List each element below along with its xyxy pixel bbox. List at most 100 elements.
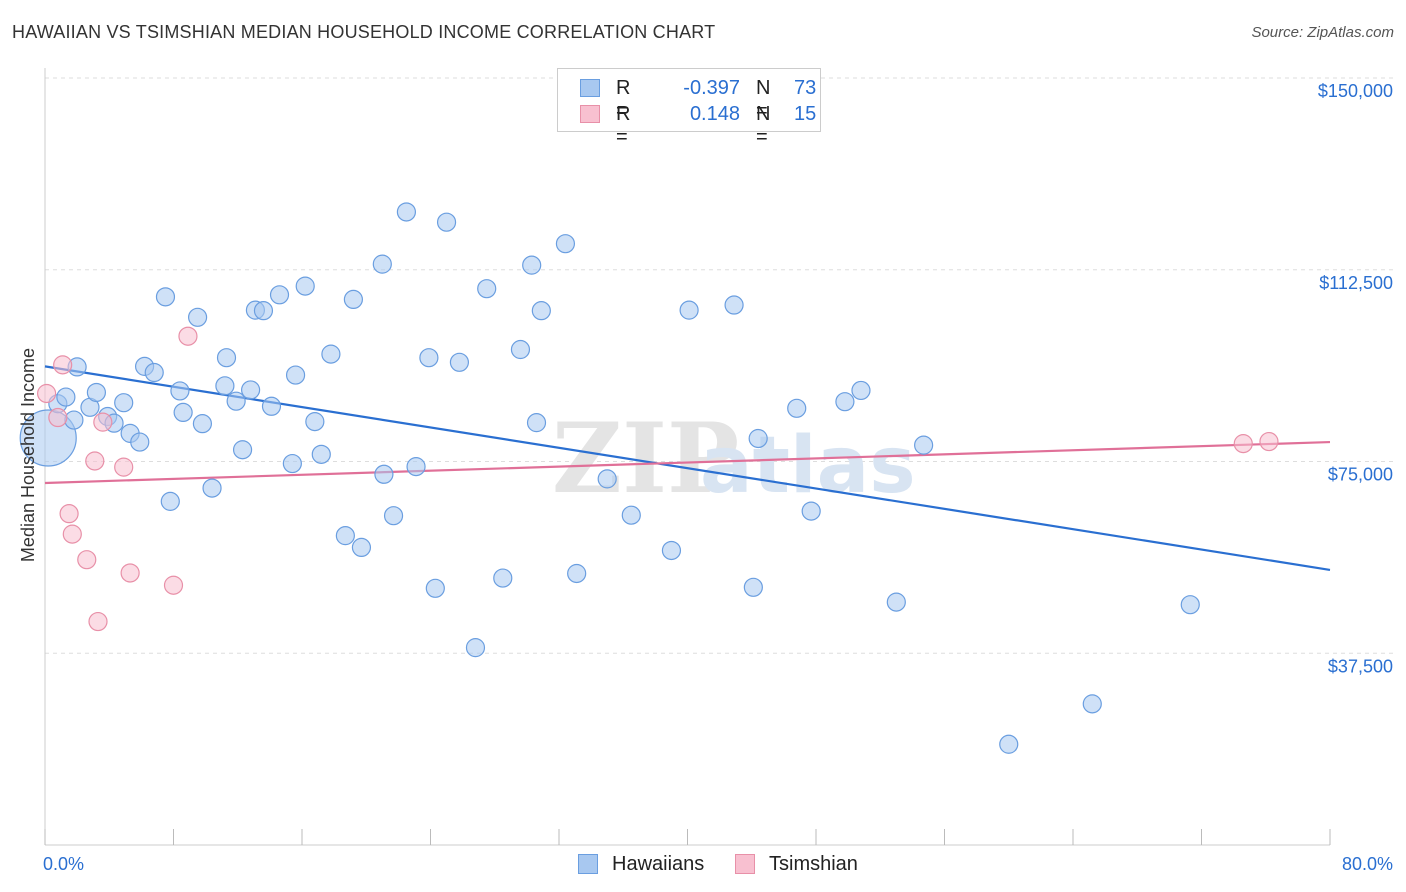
source-credit: Source: ZipAtlas.com <box>1251 24 1394 41</box>
data-point-tsimshian <box>114 457 134 477</box>
data-point-hawaiians <box>449 352 470 372</box>
series-label-hawaiians: Hawaiians <box>612 853 705 875</box>
legend-swatch-tsimshian <box>580 105 600 123</box>
data-point-hawaiians <box>1082 694 1102 714</box>
correlation-legend: R = -0.397 N = 73 R = 0.148 N = 15 <box>557 68 821 148</box>
data-point-hawaiians <box>170 381 190 401</box>
data-point-hawaiians <box>914 435 934 455</box>
legend-n-label: N = <box>756 77 771 122</box>
data-point-tsimshian <box>120 563 140 583</box>
y-tick-label: $112,500 <box>1319 273 1393 293</box>
data-point-hawaiians <box>86 382 107 403</box>
data-point-hawaiians <box>144 362 164 383</box>
data-point-hawaiians <box>383 506 404 526</box>
data-point-hawaiians <box>522 255 542 275</box>
gridlines <box>45 77 1395 654</box>
data-point-hawaiians <box>215 376 235 396</box>
data-point-hawaiians <box>567 563 587 584</box>
data-point-hawaiians <box>253 301 274 321</box>
data-point-hawaiians <box>56 387 76 407</box>
data-point-hawaiians <box>321 344 341 364</box>
data-point-hawaiians <box>743 577 763 597</box>
data-point-tsimshian <box>77 550 97 570</box>
chart-title: HAWAIIAN VS TSIMSHIAN MEDIAN HOUSEHOLD I… <box>12 22 716 42</box>
legend-r-value: -0.397 <box>683 77 740 99</box>
data-point-hawaiians <box>510 339 531 360</box>
data-point-hawaiians <box>835 392 855 412</box>
data-point-tsimshian <box>62 524 82 544</box>
trend-line-hawaiians <box>44 365 1331 571</box>
data-point-hawaiians <box>661 540 682 561</box>
data-point-hawaiians <box>130 432 150 452</box>
legend-n-value: 73 <box>794 77 817 99</box>
data-point-hawaiians <box>295 276 315 296</box>
data-point-tsimshian <box>59 504 79 524</box>
data-point-hawaiians <box>801 501 821 521</box>
data-point-hawaiians <box>311 444 331 464</box>
legend-r-label: R = <box>616 77 631 122</box>
trend-lines <box>44 365 1331 571</box>
legend-swatch-hawaiians <box>580 79 600 97</box>
data-point-tsimshian <box>93 412 113 432</box>
data-point-hawaiians <box>526 413 547 433</box>
data-point-hawaiians <box>851 380 871 401</box>
data-point-hawaiians <box>155 287 176 307</box>
data-point-hawaiians <box>372 254 392 274</box>
watermark: ZIP atlas <box>552 402 916 515</box>
data-point-hawaiians <box>335 526 355 546</box>
data-point-hawaiians <box>241 380 261 400</box>
legend-n-value: 15 <box>794 103 817 125</box>
data-point-hawaiians <box>465 638 486 658</box>
data-point-hawaiians <box>493 568 513 588</box>
data-point-hawaiians <box>999 734 1019 754</box>
data-point-tsimshian <box>1233 434 1253 454</box>
series-label-tsimshian: Tsimshian <box>769 853 858 875</box>
data-point-hawaiians <box>160 491 180 511</box>
tick-labels: $37,500 $75,000 $112,500 $150,000 0.0% 80.0% <box>43 81 1393 874</box>
data-point-hawaiians <box>282 453 302 474</box>
x-tick-label: 0.0% <box>43 854 84 874</box>
legend-r-value: 0.148 <box>689 103 740 125</box>
data-point-hawaiians <box>597 469 617 489</box>
data-point-tsimshian <box>178 326 198 346</box>
y-tick-label: $150,000 <box>1318 81 1393 101</box>
data-point-hawaiians <box>477 279 497 299</box>
data-point-hawaiians <box>396 202 417 222</box>
watermark-atlas: atlas <box>700 421 916 511</box>
series-swatch-hawaiians <box>578 854 598 874</box>
data-point-hawaiians <box>226 391 246 411</box>
data-point-hawaiians <box>173 402 193 423</box>
data-point-hawaiians <box>787 398 807 418</box>
data-point-hawaiians <box>748 428 768 449</box>
data-point-hawaiians <box>679 300 699 320</box>
data-point-hawaiians <box>343 289 363 310</box>
y-axis-label: Median Household Income <box>18 348 38 562</box>
data-point-hawaiians <box>419 348 439 368</box>
data-point-hawaiians <box>187 307 208 327</box>
data-point-hawaiians <box>374 464 394 484</box>
data-point-hawaiians <box>886 592 906 612</box>
data-point-hawaiians <box>64 410 84 430</box>
data-point-tsimshian <box>1259 431 1279 452</box>
y-tick-label: $37,500 <box>1328 656 1393 676</box>
series-swatch-tsimshian <box>735 854 755 874</box>
data-point-hawaiians <box>621 505 641 525</box>
data-point-hawaiians <box>216 348 237 368</box>
data-point-hawaiians <box>269 285 290 305</box>
data-point-hawaiians <box>531 301 551 321</box>
legend-r-label: R = <box>616 103 631 148</box>
data-point-tsimshian <box>85 451 105 471</box>
data-point-hawaiians <box>285 365 306 385</box>
data-points <box>19 202 1279 754</box>
trend-line-tsimshian <box>44 440 1331 485</box>
x-tick-label: 80.0% <box>1342 854 1393 874</box>
data-point-hawaiians <box>406 457 426 477</box>
data-point-hawaiians <box>436 212 457 232</box>
data-point-hawaiians <box>261 396 282 416</box>
data-point-tsimshian <box>37 383 57 404</box>
data-point-hawaiians <box>202 478 222 498</box>
y-tick-label: $75,000 <box>1328 465 1393 485</box>
data-point-hawaiians <box>425 578 445 598</box>
data-point-hawaiians <box>555 234 576 254</box>
